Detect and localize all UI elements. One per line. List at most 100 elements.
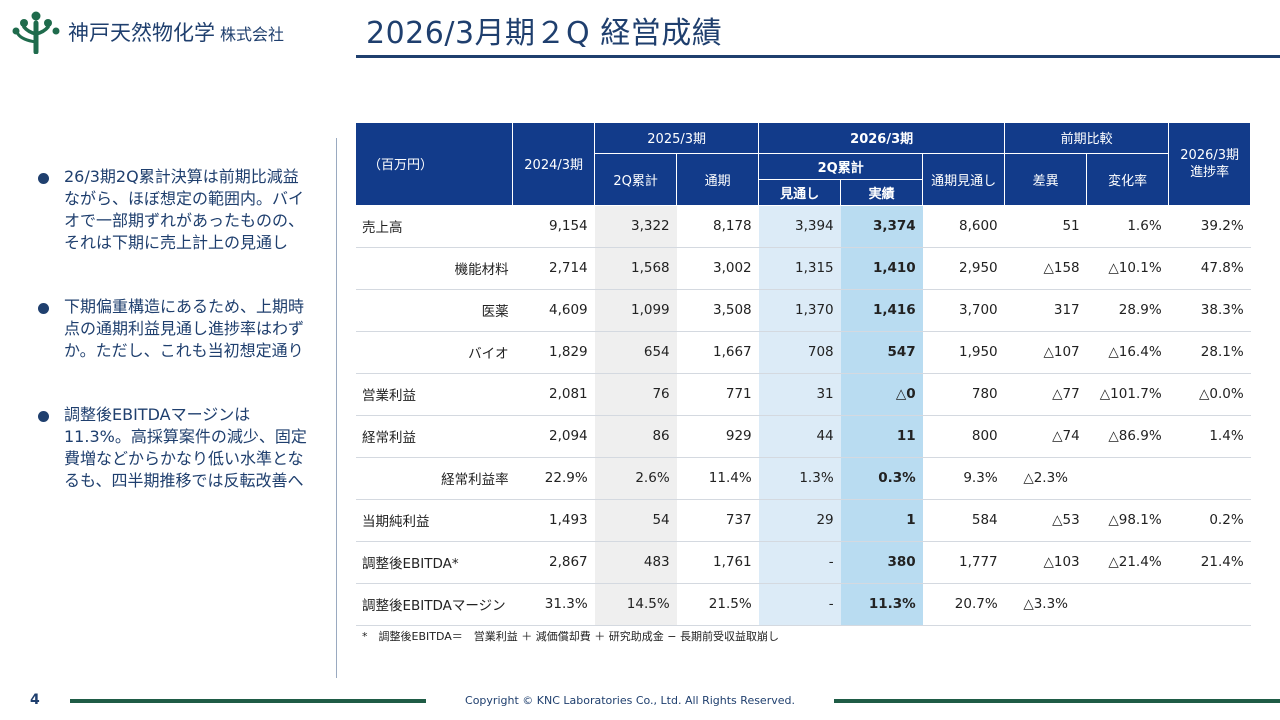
cell-rate <box>1086 457 1169 500</box>
bullet-dot-icon <box>38 411 49 422</box>
cell-v2025-2q: 86 <box>594 415 677 458</box>
footer-rule-left <box>70 699 426 703</box>
cell-progress: 39.2% <box>1168 205 1251 248</box>
title-divider <box>356 55 1280 58</box>
bullet-text: 下期偏重構造にあるため、上期時点の通期利益見通し進捗率はわずか。ただし、これも当… <box>64 297 305 360</box>
row-label: 営業利益 <box>356 373 513 416</box>
table-row: バイオ 1,829 654 1,667 708 547 1,950 △107 △16.4% 28.… <box>356 331 1251 374</box>
table-row: 経常利益 2,094 86 929 44 11 800 △74 △86.9% 1.4% <box>356 415 1251 458</box>
cell-v2025-2q: 54 <box>594 499 677 542</box>
table-row: 当期純利益 1,493 54 737 29 1 584 △53 △98.1% 0.2% <box>356 499 1251 542</box>
header-2026-forecast: 見通し <box>758 179 842 206</box>
bullet-item: 調整後EBITDAマージンは11.3%。高採算案件の減少、固定費増などからかなり… <box>38 404 318 492</box>
cell-progress: 47.8% <box>1168 247 1251 290</box>
cell-v2024: 1,829 <box>512 331 595 374</box>
cell-diff: △158 <box>1004 247 1087 290</box>
cell-v2025-full: 3,508 <box>676 289 759 332</box>
financial-results-table: （百万円） 2024/3期 2025/3期 2026/3期 前期比較 2026/… <box>356 123 1252 626</box>
cell-f2026: 1,315 <box>758 247 841 290</box>
cell-a2026: 1 <box>840 499 923 542</box>
cell-v2024: 2,094 <box>512 415 595 458</box>
cell-ff2026: 3,700 <box>922 289 1005 332</box>
cell-v2025-2q: 14.5% <box>594 583 677 626</box>
cell-f2026: 31 <box>758 373 841 416</box>
cell-ff2026: 20.7% <box>922 583 1005 626</box>
cell-a2026: 3,374 <box>840 205 923 248</box>
header-2026-full-forecast: 通期見通し <box>922 153 1006 206</box>
cell-f2026: 1,370 <box>758 289 841 332</box>
cell-v2025-full: 3,002 <box>676 247 759 290</box>
cell-v2025-full: 8,178 <box>676 205 759 248</box>
cell-progress: 0.2% <box>1168 499 1251 542</box>
row-label: 機能材料 <box>356 247 513 290</box>
cell-v2024: 2,867 <box>512 541 595 584</box>
cell-v2025-full: 1,761 <box>676 541 759 584</box>
bullet-item: 26/3期2Q累計決算は前期比減益ながら、ほぼ想定の範囲内。バイオで一部期ずれが… <box>38 166 318 254</box>
table-row: 経常利益率 22.9% 2.6% 11.4% 1.3% 0.3% 9.3% △2.3% <box>356 457 1251 500</box>
cell-v2024: 2,714 <box>512 247 595 290</box>
cell-diff: △3.3% <box>1004 583 1087 626</box>
cell-v2025-full: 737 <box>676 499 759 542</box>
cell-rate: △101.7% <box>1086 373 1169 416</box>
cell-a2026: 547 <box>840 331 923 374</box>
header-unit: （百万円） <box>356 123 514 206</box>
row-label: 経常利益率 <box>356 457 513 500</box>
cell-progress: 1.4% <box>1168 415 1251 458</box>
cell-v2025-full: 11.4% <box>676 457 759 500</box>
cell-a2026: 380 <box>840 541 923 584</box>
cell-v2024: 1,493 <box>512 499 595 542</box>
cell-v2025-2q: 1,099 <box>594 289 677 332</box>
cell-progress <box>1168 583 1251 626</box>
row-label: 調整後EBITDAマージン <box>356 583 513 626</box>
header-yoy: 前期比較 <box>1004 123 1170 154</box>
cell-diff: △53 <box>1004 499 1087 542</box>
company-suffix: 株式会社 <box>220 25 285 44</box>
cell-v2025-2q: 483 <box>594 541 677 584</box>
header-2026-actual: 実績 <box>840 179 924 206</box>
cell-v2024: 2,081 <box>512 373 595 416</box>
bullet-text: 26/3期2Q累計決算は前期比減益ながら、ほぼ想定の範囲内。バイオで一部期ずれが… <box>64 167 305 252</box>
cell-f2026: - <box>758 583 841 626</box>
summary-bullets: 26/3期2Q累計決算は前期比減益ながら、ほぼ想定の範囲内。バイオで一部期ずれが… <box>38 166 318 534</box>
table-row: 調整後EBITDA* 2,867 483 1,761-380 1,777 △103 △21.… <box>356 541 1251 584</box>
company-name: 神戸天然物化学 <box>68 21 215 45</box>
header-2025-2q: 2Q累計 <box>594 153 678 206</box>
cell-rate: △98.1% <box>1086 499 1169 542</box>
table-row: 機能材料 2,714 1,568 3,002 1,315 1,410 2,950 △158 △1… <box>356 247 1251 290</box>
header-2025-full: 通期 <box>676 153 760 206</box>
cell-v2025-2q: 3,322 <box>594 205 677 248</box>
table-row: 売上高 9,154 3,322 8,178 3,394 3,374 8,600 51 1.6% 3… <box>356 205 1251 248</box>
row-label: 経常利益 <box>356 415 513 458</box>
cell-a2026: 11 <box>840 415 923 458</box>
cell-progress: △0.0% <box>1168 373 1251 416</box>
company-logo: 神戸天然物化学 株式会社 <box>12 8 342 56</box>
cell-diff: 317 <box>1004 289 1087 332</box>
cell-v2025-2q: 654 <box>594 331 677 374</box>
cell-diff: △107 <box>1004 331 1087 374</box>
cell-progress: 28.1% <box>1168 331 1251 374</box>
row-label: バイオ <box>356 331 513 374</box>
row-label: 医薬 <box>356 289 513 332</box>
cell-progress: 38.3% <box>1168 289 1251 332</box>
cell-rate: △86.9% <box>1086 415 1169 458</box>
cell-f2026: 1.3% <box>758 457 841 500</box>
cell-v2025-full: 21.5% <box>676 583 759 626</box>
cell-a2026: 0.3% <box>840 457 923 500</box>
header-2024: 2024/3期 <box>512 123 596 206</box>
bullet-dot-icon <box>38 303 49 314</box>
cell-ff2026: 1,777 <box>922 541 1005 584</box>
row-label: 調整後EBITDA* <box>356 541 513 584</box>
table-row: 医薬 4,609 1,099 3,508 1,370 1,416 3,700 317 28.9%… <box>356 289 1251 332</box>
header-rate: 変化率 <box>1086 153 1170 206</box>
cell-v2025-2q: 76 <box>594 373 677 416</box>
cell-ff2026: 584 <box>922 499 1005 542</box>
cell-rate: △21.4% <box>1086 541 1169 584</box>
cell-rate <box>1086 583 1169 626</box>
cell-v2024: 22.9% <box>512 457 595 500</box>
cell-f2026: 3,394 <box>758 205 841 248</box>
header-diff: 差異 <box>1004 153 1088 206</box>
header-2025: 2025/3期 <box>594 123 760 154</box>
footer-rule-right <box>834 699 1280 703</box>
vertical-divider <box>336 138 337 678</box>
cell-v2024: 4,609 <box>512 289 595 332</box>
